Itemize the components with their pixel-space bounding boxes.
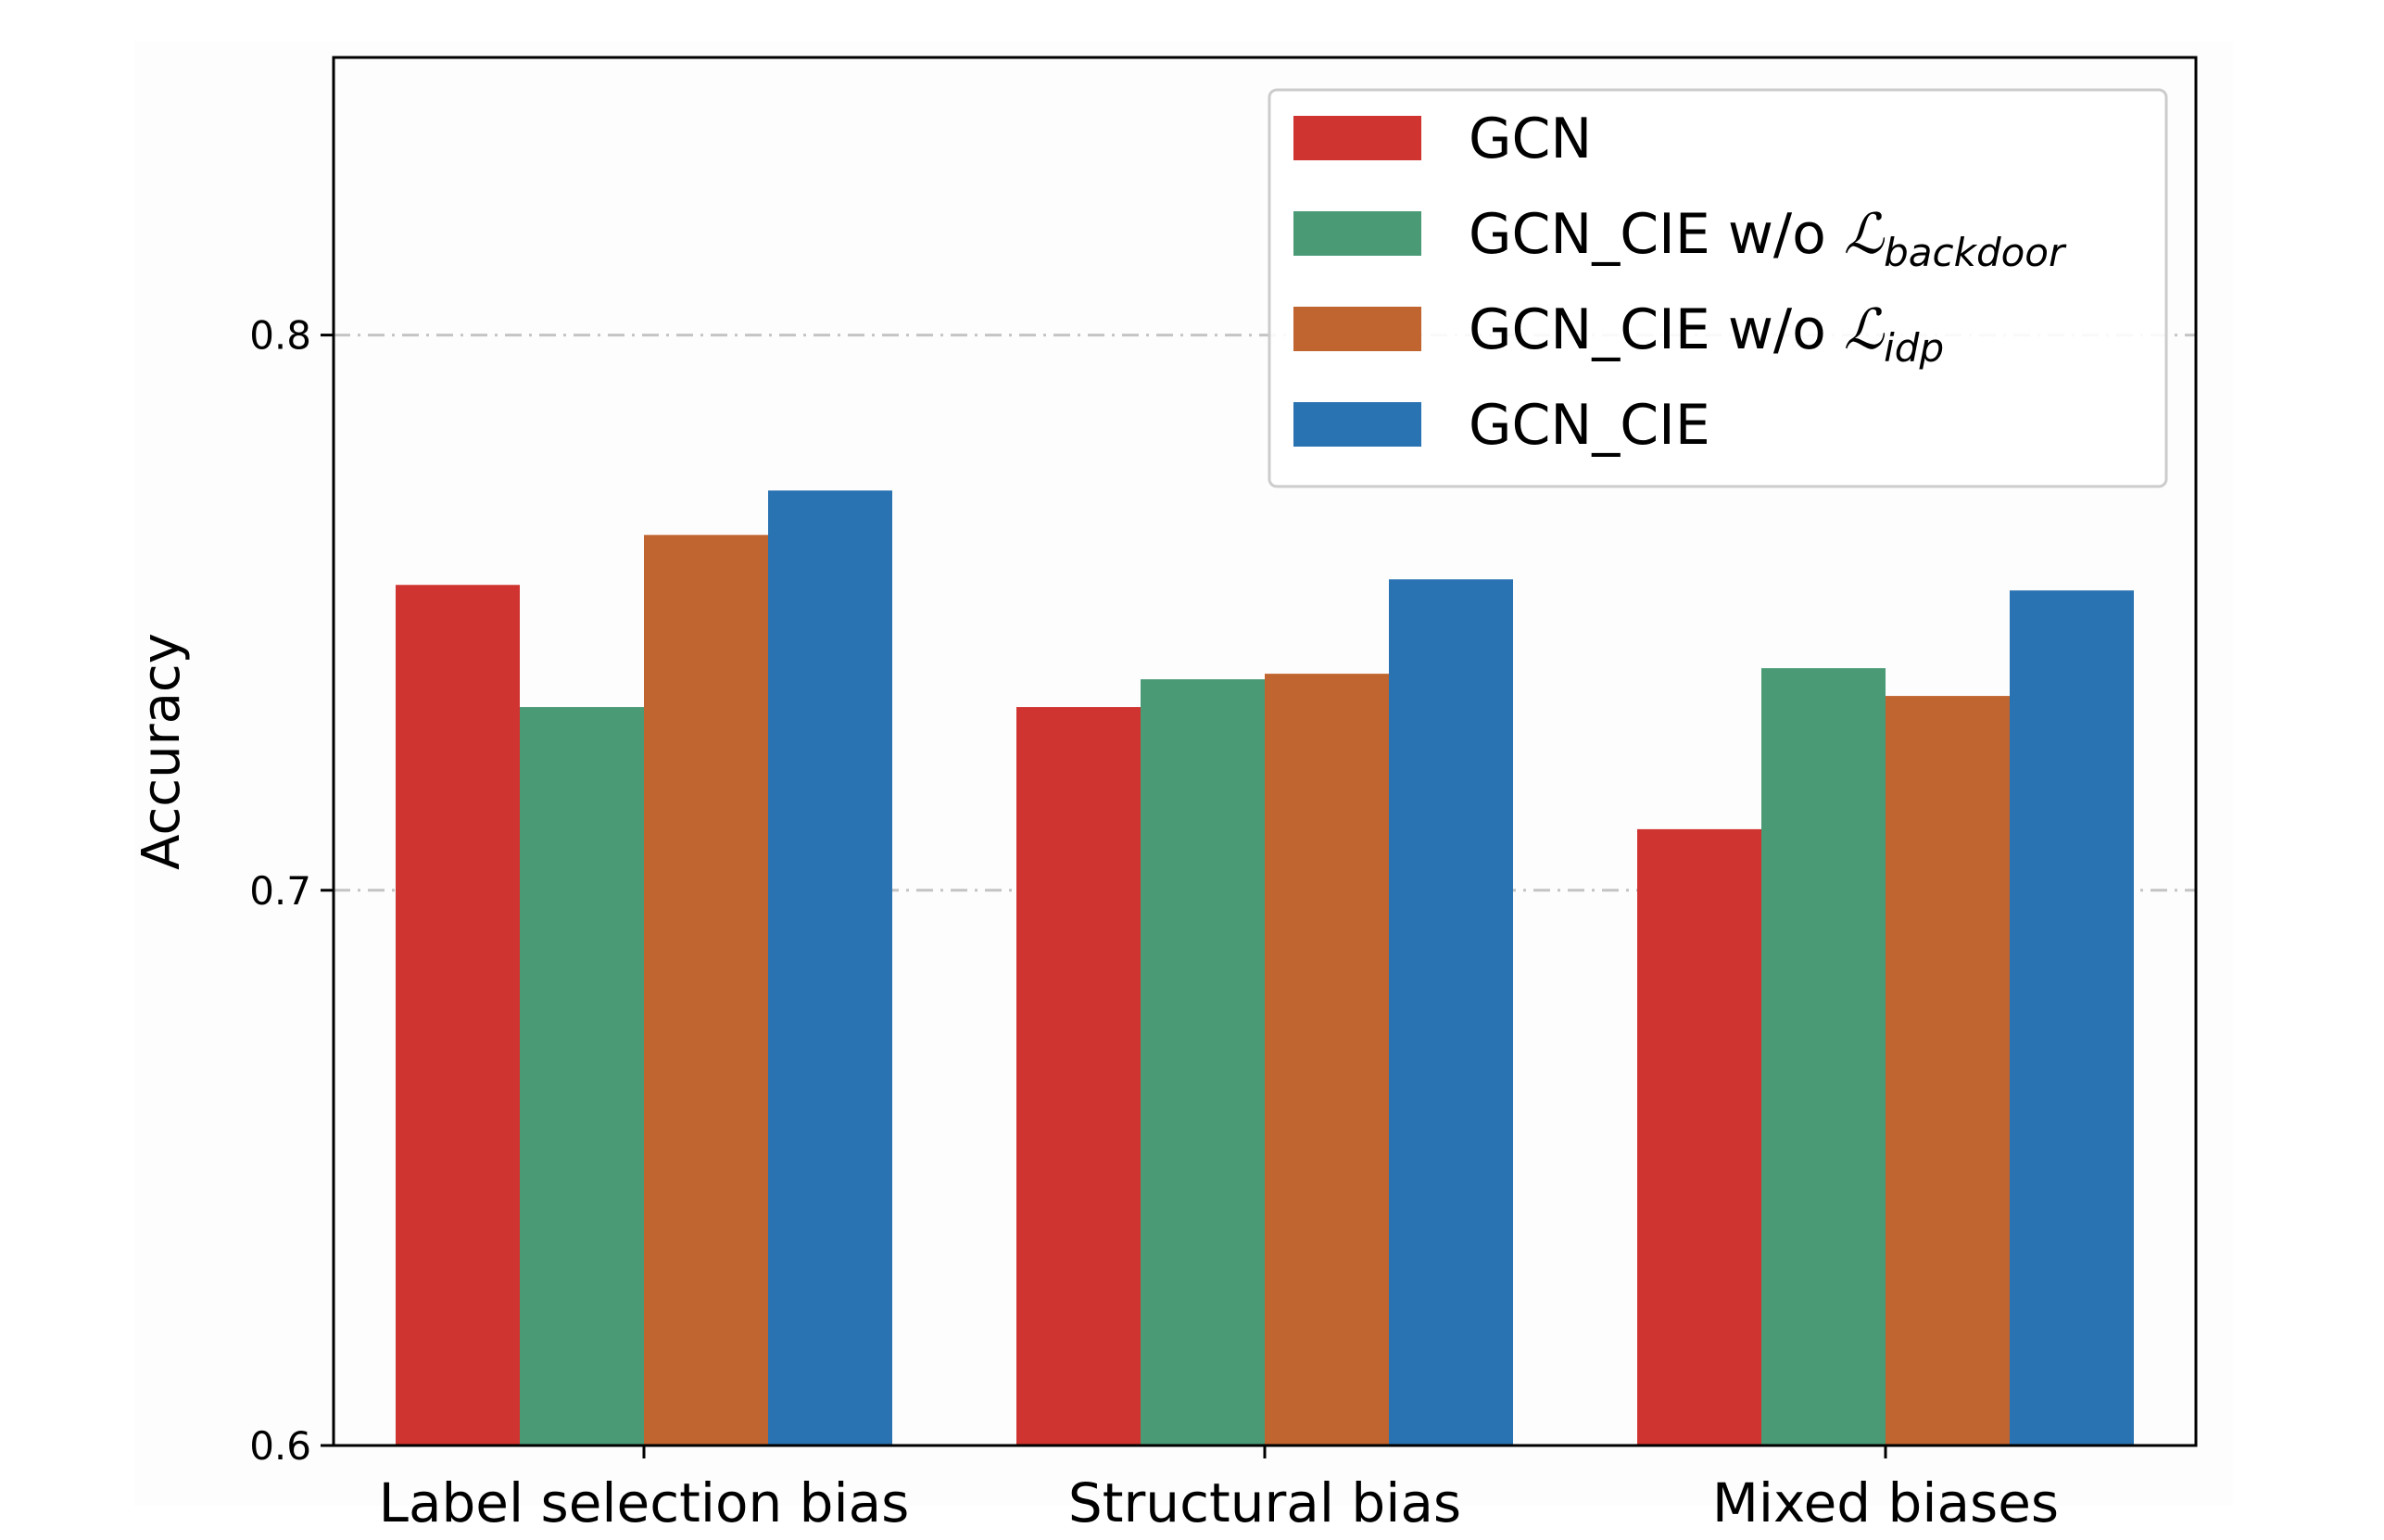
- legend-label: GCN_CIE w/o ℒbackdoor: [1469, 202, 2067, 275]
- y-tick-label: 0.6: [249, 1423, 311, 1469]
- bar: [1016, 707, 1141, 1445]
- bar: [1389, 579, 1513, 1445]
- legend-swatch: [1293, 307, 1421, 351]
- bar: [644, 535, 768, 1445]
- bar: [1886, 696, 2010, 1445]
- legend-label: GCN: [1469, 107, 1592, 171]
- y-tick-label: 0.8: [249, 313, 311, 359]
- y-axis-label: Accuracy: [132, 633, 192, 870]
- bar: [2010, 590, 2134, 1445]
- bar: [768, 490, 892, 1445]
- legend-label-text: GCN: [1469, 107, 1592, 171]
- legend-box: [1268, 88, 2168, 488]
- bar: [520, 707, 644, 1445]
- y-axis: 0.6 0.7 0.8: [249, 313, 334, 1469]
- bars-group: [396, 490, 2134, 1445]
- bar: [1141, 679, 1265, 1445]
- y-tick-label: 0.7: [249, 868, 311, 914]
- x-axis: Label selection bias Structural bias Mixed…: [379, 1445, 2059, 1534]
- x-tick-label: Structural bias: [1068, 1471, 1461, 1534]
- bar: [1265, 674, 1389, 1445]
- legend-label-subscript: backdoor: [1884, 230, 2067, 275]
- bar: [1761, 668, 1886, 1445]
- legend-label-text: GCN_CIE w/o: [1469, 202, 1844, 267]
- legend-label: GCN_CIE w/o ℒidp: [1469, 297, 1944, 371]
- legend-label-text: GCN_CIE: [1469, 393, 1710, 458]
- legend-swatch: [1293, 116, 1421, 160]
- legend-label-text: GCN_CIE w/o: [1469, 297, 1844, 362]
- legend-label-script: ℒ: [1844, 297, 1886, 362]
- x-tick-label: Mixed biases: [1712, 1471, 2059, 1534]
- legend-swatch: [1293, 211, 1421, 256]
- legend-swatch: [1293, 402, 1421, 447]
- legend-label-script: ℒ: [1844, 202, 1886, 267]
- legend-label-subscript: idp: [1884, 325, 1944, 371]
- legend-label: GCN_CIE: [1469, 393, 1710, 458]
- x-tick-label: Label selection bias: [379, 1471, 910, 1534]
- bar: [1637, 828, 1761, 1445]
- bar: [396, 585, 520, 1445]
